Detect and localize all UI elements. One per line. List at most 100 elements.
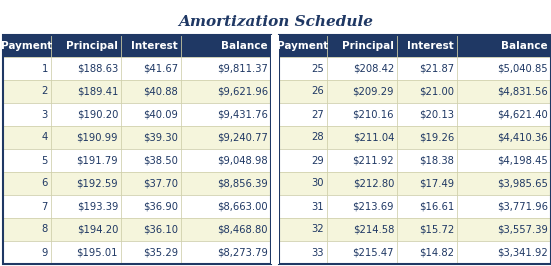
- Bar: [397, 103, 457, 126]
- Bar: [279, 80, 327, 103]
- Bar: [51, 195, 121, 218]
- Bar: [181, 218, 271, 241]
- Bar: [121, 57, 181, 80]
- Bar: [397, 80, 457, 103]
- Text: 26: 26: [311, 86, 324, 97]
- Text: $5,040.85: $5,040.85: [498, 64, 548, 73]
- Bar: [3, 103, 51, 126]
- Text: $4,410.36: $4,410.36: [498, 132, 548, 143]
- Text: 3: 3: [42, 110, 48, 119]
- Text: $8,856.39: $8,856.39: [217, 178, 268, 189]
- Text: Amortization Schedule: Amortization Schedule: [178, 15, 373, 29]
- Text: $211.04: $211.04: [353, 132, 394, 143]
- Bar: [327, 149, 397, 172]
- Bar: [279, 35, 551, 264]
- Bar: [51, 80, 121, 103]
- Text: $15.72: $15.72: [419, 225, 454, 235]
- Bar: [279, 172, 327, 195]
- Text: $210.16: $210.16: [353, 110, 394, 119]
- Text: Principal: Principal: [342, 41, 394, 51]
- Text: $8,273.79: $8,273.79: [217, 247, 268, 257]
- Text: $39.30: $39.30: [143, 132, 178, 143]
- Bar: [279, 149, 327, 172]
- Text: Balance: Balance: [222, 41, 268, 51]
- Text: $195.01: $195.01: [77, 247, 118, 257]
- Bar: [327, 218, 397, 241]
- Bar: [3, 35, 51, 57]
- Text: $3,985.65: $3,985.65: [497, 178, 548, 189]
- Text: 29: 29: [311, 156, 324, 165]
- Text: $213.69: $213.69: [353, 202, 394, 211]
- Bar: [457, 80, 551, 103]
- Text: $9,048.98: $9,048.98: [218, 156, 268, 165]
- Bar: [3, 126, 51, 149]
- Text: 27: 27: [311, 110, 324, 119]
- Text: 30: 30: [311, 178, 324, 189]
- Bar: [397, 57, 457, 80]
- Bar: [279, 195, 327, 218]
- Bar: [279, 241, 327, 264]
- Text: 33: 33: [311, 247, 324, 257]
- Text: Payment: Payment: [277, 41, 328, 51]
- Text: $21.00: $21.00: [419, 86, 454, 97]
- Text: $9,811.37: $9,811.37: [217, 64, 268, 73]
- Bar: [121, 149, 181, 172]
- Bar: [51, 57, 121, 80]
- Text: $18.38: $18.38: [419, 156, 454, 165]
- Bar: [457, 57, 551, 80]
- Bar: [3, 218, 51, 241]
- Text: $17.49: $17.49: [419, 178, 454, 189]
- Text: $3,771.96: $3,771.96: [497, 202, 548, 211]
- Text: $21.87: $21.87: [419, 64, 454, 73]
- Bar: [397, 35, 457, 57]
- Text: $40.09: $40.09: [143, 110, 178, 119]
- Text: 9: 9: [42, 247, 48, 257]
- Bar: [397, 195, 457, 218]
- Text: $4,621.40: $4,621.40: [497, 110, 548, 119]
- Text: $3,557.39: $3,557.39: [497, 225, 548, 235]
- Bar: [181, 195, 271, 218]
- Bar: [51, 172, 121, 195]
- Bar: [121, 126, 181, 149]
- Bar: [3, 241, 51, 264]
- Text: $8,663.00: $8,663.00: [218, 202, 268, 211]
- Bar: [457, 195, 551, 218]
- Bar: [279, 218, 327, 241]
- Text: Interest: Interest: [407, 41, 454, 51]
- Bar: [457, 35, 551, 57]
- Bar: [271, 35, 279, 264]
- Bar: [327, 126, 397, 149]
- Text: $9,621.96: $9,621.96: [217, 86, 268, 97]
- Bar: [327, 35, 397, 57]
- Bar: [121, 172, 181, 195]
- Text: $4,831.56: $4,831.56: [497, 86, 548, 97]
- Text: $208.42: $208.42: [353, 64, 394, 73]
- Bar: [121, 103, 181, 126]
- Text: Payment: Payment: [1, 41, 53, 51]
- Text: $36.10: $36.10: [143, 225, 178, 235]
- Text: 2: 2: [42, 86, 48, 97]
- Bar: [457, 241, 551, 264]
- Bar: [457, 126, 551, 149]
- Bar: [279, 35, 327, 57]
- Bar: [279, 126, 327, 149]
- Text: $209.29: $209.29: [353, 86, 394, 97]
- Bar: [327, 195, 397, 218]
- Bar: [279, 103, 327, 126]
- Text: $35.29: $35.29: [143, 247, 178, 257]
- Bar: [51, 149, 121, 172]
- Bar: [397, 149, 457, 172]
- Text: $37.70: $37.70: [143, 178, 178, 189]
- Text: $212.80: $212.80: [353, 178, 394, 189]
- Text: 5: 5: [42, 156, 48, 165]
- Bar: [327, 80, 397, 103]
- Bar: [3, 35, 271, 264]
- Bar: [51, 35, 121, 57]
- Bar: [397, 126, 457, 149]
- Bar: [397, 172, 457, 195]
- Bar: [397, 241, 457, 264]
- Text: $41.67: $41.67: [143, 64, 178, 73]
- Bar: [121, 195, 181, 218]
- Bar: [51, 103, 121, 126]
- Text: 1: 1: [42, 64, 48, 73]
